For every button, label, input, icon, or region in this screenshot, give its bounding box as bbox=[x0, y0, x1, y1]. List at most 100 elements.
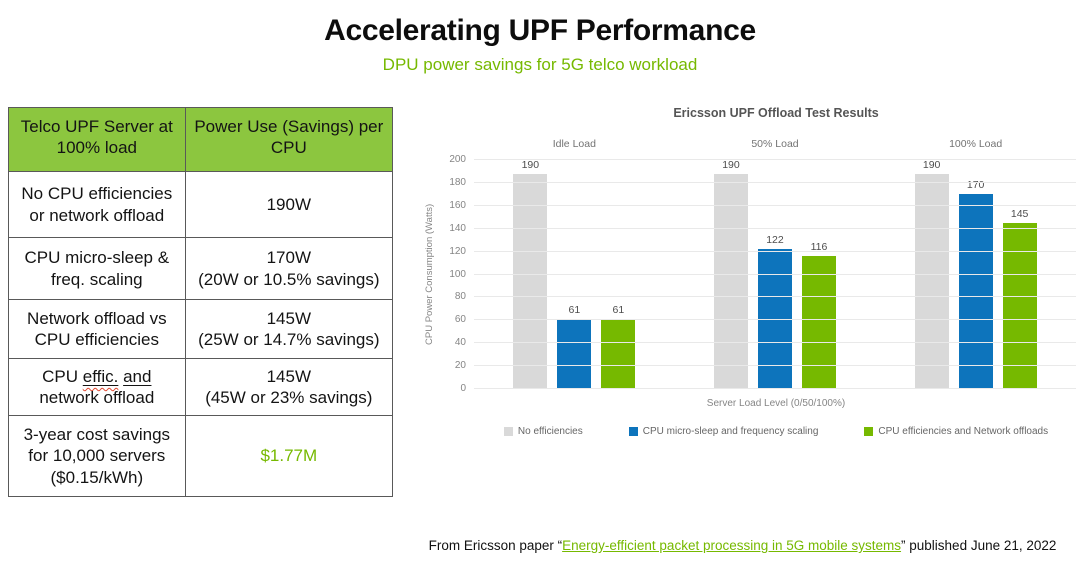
y-tick-label: 180 bbox=[449, 176, 466, 188]
gridline bbox=[474, 319, 1076, 321]
table-row: CPU effic. and network offload 145W (45W… bbox=[8, 358, 394, 416]
row-value-savings: $1.77M bbox=[184, 415, 394, 497]
bar-value-label: 116 bbox=[810, 241, 828, 254]
gridline bbox=[474, 342, 1076, 344]
bar-rect bbox=[557, 319, 592, 389]
bar-value-label: 145 bbox=[1010, 207, 1029, 220]
gridline bbox=[474, 204, 1076, 206]
row-value: 190W bbox=[184, 171, 394, 238]
paper-link[interactable]: Energy-efficient packet processing in 5G… bbox=[562, 538, 902, 553]
citation-prefix: From Ericsson paper “ bbox=[428, 538, 563, 553]
gridline bbox=[474, 159, 1076, 160]
legend-label: No efficiencies bbox=[517, 426, 583, 437]
header: Accelerating UPF Performance DPU power s… bbox=[0, 14, 1080, 75]
y-tick-label: 200 bbox=[449, 154, 466, 165]
group-label: 50% Load bbox=[751, 138, 799, 150]
legend-swatch bbox=[864, 427, 874, 436]
bar-group: 190 170 145 bbox=[914, 159, 1037, 389]
bar-value-label: 122 bbox=[766, 234, 784, 247]
x-axis-title: Server Load Level (0/50/100%) bbox=[706, 398, 846, 409]
bar-rect bbox=[601, 319, 636, 389]
legend-item: No efficiencies bbox=[503, 426, 583, 437]
row-label: CPU micro-sleep & freq. scaling bbox=[8, 237, 186, 300]
bar-rect bbox=[958, 194, 993, 389]
legend-swatch bbox=[628, 427, 638, 436]
bar: 190 bbox=[914, 159, 949, 389]
bar-rect bbox=[801, 256, 836, 389]
bar-value-label: 190 bbox=[521, 159, 540, 171]
source-citation: From Ericsson paper “Energy-efficient pa… bbox=[410, 538, 1075, 553]
group-label: 100% Load bbox=[949, 138, 1003, 150]
row-label: No CPU efficiencies or network offload bbox=[8, 171, 186, 238]
bar-rect bbox=[713, 174, 748, 389]
bar: 61 bbox=[557, 160, 592, 389]
gridline bbox=[474, 388, 1076, 389]
plot-area: 190 61 61 190 122 116 190 170 145 bbox=[474, 159, 1076, 389]
bar-value-label: 190 bbox=[922, 159, 941, 171]
bar-value-label: 170 bbox=[966, 179, 985, 192]
y-tick-label: 120 bbox=[449, 245, 466, 257]
table-header-row: Telco UPF Server at 100% load Power Use … bbox=[8, 107, 394, 172]
gridline bbox=[474, 365, 1076, 367]
misspelled-word: effic. bbox=[82, 366, 119, 386]
bar: 61 bbox=[601, 160, 636, 389]
table-header-power: Power Use (Savings) per CPU bbox=[184, 107, 394, 172]
table-row: Network offload vs CPU efficiencies 145W… bbox=[8, 299, 394, 359]
label-text: network offload bbox=[39, 388, 155, 407]
y-tick-label: 140 bbox=[449, 222, 466, 234]
bar-group: 190 61 61 bbox=[513, 159, 636, 389]
gridline bbox=[474, 273, 1076, 275]
citation-suffix: ” published June 21, 2022 bbox=[901, 538, 1057, 553]
row-label: CPU effic. and network offload bbox=[8, 358, 186, 416]
gridline bbox=[474, 181, 1076, 183]
y-tick-label: 160 bbox=[449, 199, 466, 211]
chart-title: Ericsson UPF Offload Test Results bbox=[673, 106, 879, 120]
row-value: 145W (45W or 23% savings) bbox=[184, 358, 394, 416]
legend-item: CPU micro-sleep and frequency scaling bbox=[628, 426, 819, 437]
underlined-word: and bbox=[123, 366, 152, 386]
table-row: No CPU efficiencies or network offload 1… bbox=[8, 171, 394, 238]
legend-swatch bbox=[503, 427, 513, 436]
y-tick-label: 0 bbox=[460, 383, 466, 394]
bar-group: 190 122 116 bbox=[713, 159, 836, 389]
row-value: 170W (20W or 10.5% savings) bbox=[184, 237, 394, 300]
row-value: 145W (25W or 14.7% savings) bbox=[184, 299, 394, 359]
bar: 145 bbox=[1002, 160, 1037, 389]
bar: 190 bbox=[713, 159, 748, 389]
bar-rect bbox=[513, 174, 548, 389]
table-header-scenario: Telco UPF Server at 100% load bbox=[8, 107, 186, 172]
legend-label: CPU efficiencies and Network offloads bbox=[878, 426, 1049, 437]
bar-chart: Ericsson UPF Offload Test Results CPU Po… bbox=[424, 106, 1076, 437]
group-titles: Idle Load 50% Load 100% Load bbox=[474, 136, 1076, 160]
y-tick-label: 60 bbox=[454, 314, 466, 326]
bar-groups: 190 61 61 190 122 116 190 170 145 bbox=[474, 160, 1076, 389]
bar: 116 bbox=[801, 160, 836, 389]
row-label: Network offload vs CPU efficiencies bbox=[8, 299, 186, 359]
bar-value-label: 61 bbox=[568, 304, 581, 317]
bar: 190 bbox=[513, 159, 548, 389]
page-subtitle: DPU power savings for 5G telco workload bbox=[382, 55, 698, 74]
y-tick-label: 100 bbox=[449, 268, 466, 280]
chart-body: CPU Power Consumption (Watts) Idle Load 5… bbox=[424, 136, 1076, 394]
y-axis-title: CPU Power Consumption (Watts) bbox=[424, 203, 435, 346]
y-tick-label: 20 bbox=[454, 360, 466, 372]
page-title: Accelerating UPF Performance bbox=[324, 14, 756, 47]
legend-label: CPU micro-sleep and frequency scaling bbox=[642, 426, 819, 437]
y-axis-ticks: 0 20 40 60 80 100 120 140 160 180 200 bbox=[442, 154, 474, 394]
y-tick-label: 80 bbox=[454, 291, 466, 303]
bar-value-label: 61 bbox=[612, 304, 625, 317]
bar-rect bbox=[1002, 222, 1037, 389]
gridline bbox=[474, 250, 1076, 252]
chart-legend: No efficiencies CPU micro-sleep and frequ… bbox=[476, 426, 1076, 437]
gridline bbox=[474, 296, 1076, 298]
table-row: 3-year cost savings for 10,000 servers (… bbox=[8, 415, 394, 497]
group-label: Idle Load bbox=[552, 138, 596, 150]
row-label: 3-year cost savings for 10,000 servers (… bbox=[8, 415, 186, 497]
bar: 122 bbox=[757, 160, 792, 389]
underlined-word: effic. bbox=[83, 367, 119, 386]
legend-item: CPU efficiencies and Network offloads bbox=[864, 426, 1048, 437]
y-tick-label: 40 bbox=[454, 337, 466, 349]
power-savings-table: Telco UPF Server at 100% load Power Use … bbox=[8, 107, 394, 497]
gridline bbox=[474, 227, 1076, 229]
bar-value-label: 190 bbox=[722, 159, 740, 171]
